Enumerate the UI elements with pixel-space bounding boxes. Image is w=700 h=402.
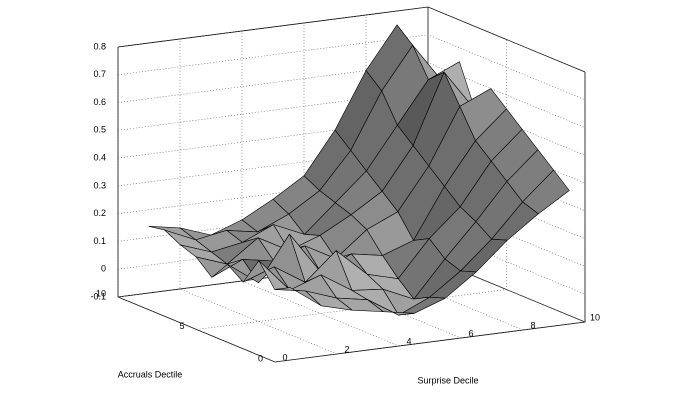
x-tick-label: 8 bbox=[530, 320, 535, 330]
x-tick-label: 2 bbox=[344, 344, 349, 354]
z-tick-label: 0.1 bbox=[93, 236, 106, 246]
z-tick-label: 0.7 bbox=[93, 69, 106, 79]
y-tick-label: 0 bbox=[258, 353, 263, 363]
z-tick-label: 0.3 bbox=[93, 180, 106, 190]
x-tick-label: 10 bbox=[590, 312, 600, 322]
grid-line bbox=[117, 6, 586, 73]
grid-line bbox=[274, 72, 586, 363]
axis-box bbox=[117, 6, 586, 73]
grid-line bbox=[196, 39, 507, 330]
z-tick-label: 0.5 bbox=[93, 125, 106, 135]
z-tick-label: 0 bbox=[101, 264, 106, 274]
grid-line bbox=[241, 31, 400, 347]
y-tick-label: 10 bbox=[96, 288, 106, 298]
z-tick-label: -0.1 bbox=[90, 291, 106, 301]
z-tick-label: 0.4 bbox=[93, 152, 106, 162]
x-tick-label: 4 bbox=[406, 336, 411, 346]
x-tick-label: 6 bbox=[468, 328, 473, 338]
x-axis-label: Surprise Decile bbox=[417, 375, 478, 385]
z-tick-label: 0.2 bbox=[93, 208, 106, 218]
x-tick-label: 0 bbox=[282, 352, 287, 362]
y-tick-label: 5 bbox=[179, 321, 184, 331]
z-tick-label: 0.8 bbox=[93, 41, 106, 51]
grid-line bbox=[179, 39, 338, 355]
grid-line bbox=[117, 47, 276, 363]
grid-line bbox=[117, 62, 586, 128]
y-axis-label: Accruals Dectile bbox=[118, 369, 183, 379]
surface-face bbox=[274, 287, 322, 307]
z-tick-label: 0.6 bbox=[93, 97, 106, 107]
grid-line bbox=[303, 23, 462, 339]
grid-line bbox=[117, 34, 586, 101]
